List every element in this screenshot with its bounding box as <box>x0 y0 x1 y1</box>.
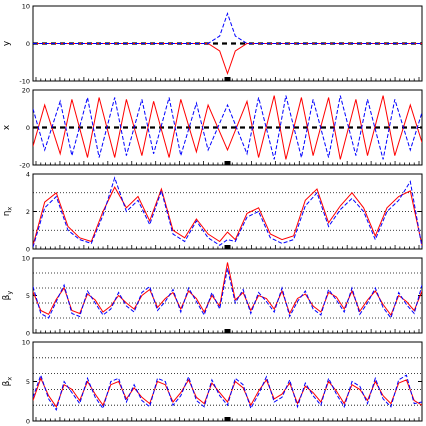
y-tick-label: 10 <box>22 3 30 11</box>
plot-frame <box>32 341 423 422</box>
marker-block <box>224 77 231 81</box>
series-line-dashed <box>33 176 422 248</box>
y-tick-label: -10 <box>19 78 30 86</box>
panel-2: 20 0 -20 x <box>2 87 423 170</box>
y-tick-label: 2 <box>26 208 30 216</box>
series-line-solid <box>33 376 422 408</box>
marker-block <box>224 245 231 249</box>
y-axis-label: ηx <box>2 207 14 217</box>
series-line-dashed <box>33 268 422 320</box>
panel-4: 10 5 0 βy <box>2 255 423 338</box>
marker-block <box>224 329 231 333</box>
y-axis-label: y <box>2 40 12 46</box>
y-axis-label: βy <box>2 291 14 301</box>
series-line-solid <box>33 43 422 76</box>
panel-3: 4 2 0 ηx <box>2 171 423 254</box>
y-tick-label: 0 <box>26 418 30 426</box>
series-line-dashed <box>33 373 422 412</box>
y-tick-label: 10 <box>22 339 30 347</box>
series-line-dashed <box>33 11 422 44</box>
y-tick-label: 5 <box>26 292 30 300</box>
marker-block <box>224 417 231 421</box>
y-tick-label: 0 <box>26 330 30 338</box>
y-tick-label: 20 <box>22 87 30 95</box>
y-tick-label: -20 <box>19 162 30 170</box>
y-axis-label: βx <box>2 377 14 387</box>
y-tick-label: 5 <box>26 378 30 386</box>
panel-5: 10 5 0 βx <box>2 339 423 426</box>
series-line-solid <box>33 186 422 246</box>
y-tick-label: 10 <box>22 255 30 263</box>
marker-block <box>224 161 231 165</box>
series-line-solid <box>33 95 422 160</box>
y-tick-label: 0 <box>26 124 30 132</box>
y-axis-label: x <box>2 124 12 130</box>
series-line-dashed <box>33 95 422 160</box>
panel-1: 10 0 -10 y <box>2 3 423 86</box>
y-tick-label: 4 <box>26 171 30 179</box>
y-tick-label: 0 <box>26 246 30 254</box>
y-tick-label: 0 <box>26 40 30 48</box>
